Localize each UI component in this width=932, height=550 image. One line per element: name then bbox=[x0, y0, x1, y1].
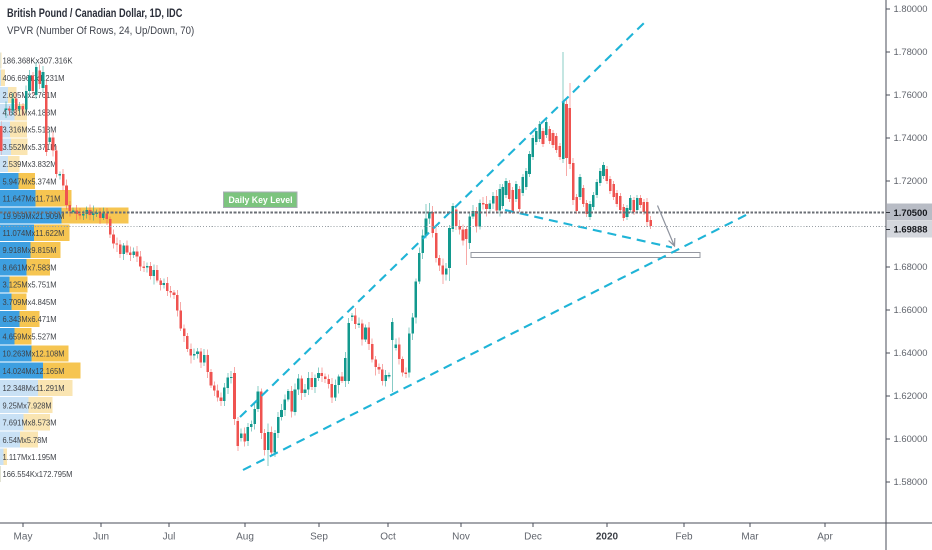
svg-text:Apr: Apr bbox=[817, 532, 833, 543]
svg-text:1.62000: 1.62000 bbox=[894, 391, 928, 402]
svg-text:3.552Mx5.371M: 3.552Mx5.371M bbox=[3, 142, 57, 152]
svg-text:8.661Mx7.583M: 8.661Mx7.583M bbox=[3, 263, 57, 273]
svg-text:12.348Mx11.291M: 12.348Mx11.291M bbox=[3, 383, 65, 393]
svg-text:166.554Kx172.795M: 166.554Kx172.795M bbox=[3, 469, 73, 479]
svg-text:Feb: Feb bbox=[675, 532, 693, 543]
svg-text:Dec: Dec bbox=[524, 532, 542, 543]
svg-text:19.959Mx21.909M: 19.959Mx21.909M bbox=[3, 211, 65, 221]
svg-text:Jul: Jul bbox=[163, 532, 176, 543]
svg-text:2020: 2020 bbox=[596, 532, 619, 543]
svg-text:3.316Mx5.513M: 3.316Mx5.513M bbox=[3, 125, 57, 135]
svg-text:1.78000: 1.78000 bbox=[894, 47, 928, 58]
svg-text:1.66000: 1.66000 bbox=[894, 305, 928, 316]
svg-text:Mar: Mar bbox=[741, 532, 759, 543]
svg-text:186.368Kx307.316K: 186.368Kx307.316K bbox=[3, 56, 73, 66]
svg-text:Daily Key Level: Daily Key Level bbox=[229, 195, 293, 206]
svg-text:1.64000: 1.64000 bbox=[894, 348, 928, 359]
svg-text:Sep: Sep bbox=[310, 532, 328, 543]
svg-text:3.709Mx4.845M: 3.709Mx4.845M bbox=[3, 297, 57, 307]
svg-text:5.947Mx5.374M: 5.947Mx5.374M bbox=[3, 176, 57, 186]
svg-text:11.074Mx11.622M: 11.074Mx11.622M bbox=[3, 228, 65, 238]
svg-text:1.74000: 1.74000 bbox=[894, 133, 928, 144]
svg-text:Aug: Aug bbox=[236, 532, 254, 543]
svg-text:11.647Mx11.71M: 11.647Mx11.71M bbox=[3, 194, 61, 204]
svg-text:1.68000: 1.68000 bbox=[894, 262, 928, 273]
svg-text:1.80000: 1.80000 bbox=[894, 4, 928, 15]
svg-text:9.25Mx7.928M: 9.25Mx7.928M bbox=[3, 400, 52, 410]
svg-text:14.024Mx12.165M: 14.024Mx12.165M bbox=[3, 366, 65, 376]
svg-text:4.681Mx4.183M: 4.681Mx4.183M bbox=[3, 107, 57, 117]
svg-text:9.918Mx9.815M: 9.918Mx9.815M bbox=[3, 245, 57, 255]
svg-text:3.125Mx5.751M: 3.125Mx5.751M bbox=[3, 280, 57, 290]
svg-text:Jun: Jun bbox=[93, 532, 109, 543]
svg-text:10.263Mx12.108M: 10.263Mx12.108M bbox=[3, 349, 65, 359]
svg-text:Oct: Oct bbox=[380, 532, 396, 543]
svg-text:6.343Mx6.471M: 6.343Mx6.471M bbox=[3, 314, 57, 324]
svg-text:1.58000: 1.58000 bbox=[894, 477, 928, 488]
svg-text:1.117Mx1.195M: 1.117Mx1.195M bbox=[3, 452, 57, 462]
svg-text:1.69888: 1.69888 bbox=[894, 225, 928, 236]
svg-text:1.72000: 1.72000 bbox=[894, 176, 928, 187]
svg-text:Nov: Nov bbox=[452, 532, 470, 543]
svg-text:1.70500: 1.70500 bbox=[894, 208, 928, 219]
svg-text:1.60000: 1.60000 bbox=[894, 434, 928, 445]
svg-text:1.76000: 1.76000 bbox=[894, 90, 928, 101]
svg-text:May: May bbox=[14, 532, 33, 543]
svg-text:4.659Mx5.527M: 4.659Mx5.527M bbox=[3, 331, 57, 341]
svg-text:7.691Mx8.573M: 7.691Mx8.573M bbox=[3, 418, 57, 428]
svg-text:2.539Mx3.832M: 2.539Mx3.832M bbox=[3, 159, 57, 169]
svg-text:6.54Mx5.78M: 6.54Mx5.78M bbox=[3, 435, 48, 445]
